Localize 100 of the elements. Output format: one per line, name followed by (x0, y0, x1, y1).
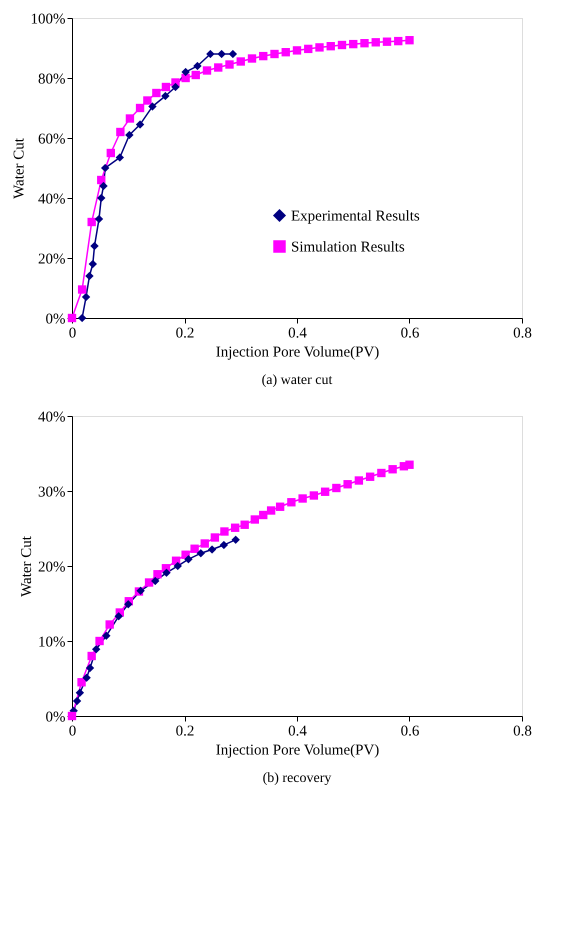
point (248, 54, 256, 63)
point (78, 314, 86, 322)
point (354, 476, 364, 485)
point (210, 533, 220, 542)
point (95, 636, 104, 646)
point (377, 468, 386, 478)
point (162, 568, 171, 577)
point (136, 104, 144, 112)
point (171, 82, 180, 92)
point (193, 62, 202, 70)
point (181, 74, 190, 82)
point (220, 527, 229, 536)
point (259, 52, 268, 60)
point (77, 678, 86, 686)
point (126, 114, 134, 123)
x-axis-title: Injection Pore Volume(PV) (216, 344, 380, 360)
point (292, 46, 302, 55)
point (240, 520, 249, 529)
point (136, 120, 144, 129)
y-tick-label: 20% (38, 252, 66, 268)
point (88, 260, 97, 268)
x-tick-label: 0.4 (288, 326, 308, 342)
y-tick-label: 80% (38, 72, 66, 88)
point (184, 555, 193, 564)
point (76, 688, 84, 697)
point (287, 498, 296, 506)
y-axis-title: Water Cut (19, 535, 36, 597)
point (124, 600, 132, 608)
point (220, 540, 228, 550)
point (276, 502, 284, 511)
point (228, 50, 238, 58)
point (259, 510, 268, 520)
point (82, 292, 90, 302)
point (101, 164, 110, 172)
x-tick-label: 0.8 (513, 326, 532, 342)
y-tick-label: 20% (38, 560, 66, 576)
point (225, 60, 234, 69)
point (99, 182, 108, 190)
point (125, 130, 134, 140)
x-tick-label: 0.2 (176, 724, 194, 740)
point (162, 82, 170, 92)
x-tick-label: 0 (68, 724, 76, 740)
point (86, 664, 94, 672)
point (214, 63, 222, 72)
y-tick-label: 40% (38, 192, 66, 208)
point (116, 153, 124, 162)
y-tick-label: 100% (30, 12, 66, 28)
point (88, 218, 96, 226)
point (161, 92, 170, 100)
x-tick-label: 0.4 (288, 724, 308, 740)
y-tick-label: 0% (46, 710, 66, 726)
point (190, 544, 199, 553)
point (97, 176, 106, 184)
point (106, 148, 115, 158)
point (349, 40, 358, 48)
point (236, 57, 245, 66)
point (85, 272, 94, 280)
point (82, 674, 91, 682)
point (270, 50, 279, 58)
point (332, 484, 341, 492)
point (88, 652, 96, 660)
point (304, 44, 312, 54)
point (310, 491, 318, 500)
point (90, 242, 99, 250)
point (181, 68, 190, 76)
y-axis-title: Water Cut (12, 137, 28, 199)
point (232, 536, 240, 544)
point (114, 612, 123, 620)
point (298, 494, 307, 503)
point (372, 38, 380, 46)
point (92, 645, 100, 654)
point (360, 39, 369, 48)
legend-label: Simulation Results (291, 240, 405, 256)
point (148, 102, 157, 111)
point (206, 50, 215, 58)
text: (a) water cut (262, 373, 332, 388)
point (320, 488, 330, 496)
point (282, 48, 290, 56)
x-tick-label: 0.8 (513, 724, 532, 740)
point (78, 285, 86, 294)
y-tick-label: 60% (38, 132, 66, 148)
x-tick-label: 0.6 (400, 724, 420, 740)
x-tick-label: 0 (68, 326, 76, 342)
point (266, 506, 276, 515)
point (230, 524, 240, 532)
text: (b) recovery (262, 771, 332, 786)
point (366, 472, 374, 481)
point (388, 465, 397, 474)
point (202, 66, 212, 75)
point (94, 214, 104, 224)
y-tick-label: 0% (46, 312, 66, 328)
point (116, 128, 125, 136)
y-tick-label: 30% (38, 484, 66, 500)
y-tick-label: 40% (38, 410, 66, 426)
point (151, 576, 160, 586)
legend-label: Experimental Results (291, 208, 420, 224)
point (405, 36, 414, 44)
point (250, 515, 259, 524)
point (106, 620, 114, 629)
point (315, 43, 324, 52)
